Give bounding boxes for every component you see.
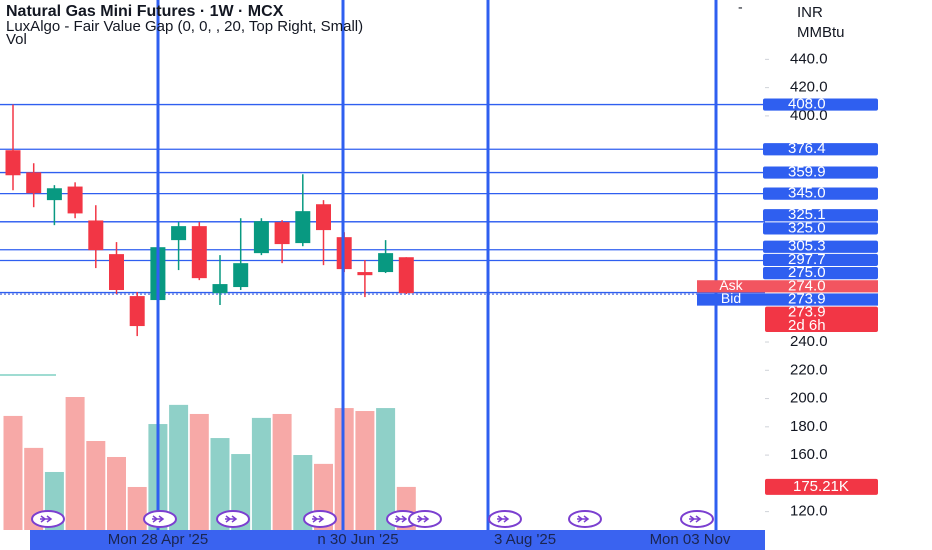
candle-body: [109, 254, 124, 291]
ask-label-box: [765, 280, 878, 293]
candle-body: [171, 226, 187, 241]
last-label-box: [765, 306, 878, 333]
arrow-glyph: [225, 515, 238, 523]
chart-title: Natural Gas Mini Futures · 1W · MCX: [6, 3, 284, 20]
x-tick-label: n 30 Jun '25: [317, 531, 398, 548]
candle-body: [129, 296, 145, 327]
level-label: 359.9: [788, 164, 826, 181]
last-countdown: 2d 6h: [788, 317, 826, 334]
level-label: 345.0: [788, 185, 826, 202]
candle-body: [191, 226, 207, 279]
arrow-glyph: [312, 515, 325, 523]
volume-title: Vol: [6, 31, 27, 48]
volume-bar: [376, 408, 396, 530]
level-label: 325.1: [788, 206, 826, 223]
candle-body: [233, 263, 249, 288]
candle-body: [46, 188, 62, 201]
level-label-box: [763, 222, 878, 235]
arrow-glyph: [689, 515, 702, 523]
x-tick-label: Mon 28 Apr '25: [108, 531, 208, 548]
ask-label: 274.0: [788, 277, 826, 294]
y-tick-label: 220.0: [790, 361, 828, 378]
candle-body: [5, 150, 21, 176]
y-tick-label: 120.0: [790, 503, 828, 520]
x-tick-label: Mon 03 Nov: [650, 531, 731, 548]
level-label-box: [763, 209, 878, 222]
level-label-box: [763, 267, 878, 280]
volume-bar: [355, 411, 375, 530]
candle-body: [274, 222, 290, 245]
minimize[interactable]: -: [738, 0, 743, 15]
level-label: 408.0: [788, 96, 826, 113]
level-label-box: [763, 166, 878, 179]
candle-body: [316, 204, 331, 231]
y-tick-label: 240.0: [790, 333, 828, 350]
level-label: 376.4: [788, 140, 826, 157]
volume-bar: [210, 438, 230, 530]
y-tick-label: 420.0: [790, 79, 828, 96]
volume-bar: [272, 413, 292, 530]
ask-name-box: [697, 280, 765, 293]
volume-label-box: [765, 478, 878, 495]
volume-bar: [24, 447, 44, 530]
arrow-glyph: [577, 515, 590, 523]
level-label-box: [763, 143, 878, 156]
level-label-box: [763, 187, 878, 200]
level-label: 305.3: [788, 238, 826, 255]
volume-bar: [189, 413, 209, 530]
ask-name: Ask: [719, 277, 743, 293]
x-tick-label: 3 Aug '25: [494, 531, 556, 548]
volume-label: 175.21K: [793, 478, 849, 495]
level-label: 297.7: [788, 251, 826, 268]
volume-bar: [65, 397, 85, 530]
y-tick-label: 160.0: [790, 446, 828, 463]
volume-bar: [293, 455, 313, 530]
bid-name: Bid: [721, 290, 741, 306]
indicator-label: LuxAlgo - Fair Value Gap (0, 0, , 20, To…: [6, 18, 363, 35]
y-tick-label: 440.0: [790, 50, 828, 67]
level-label-box: [763, 253, 878, 267]
y-tick-label: 200.0: [790, 390, 828, 407]
volume-bar: [3, 415, 23, 530]
level-label-box: [763, 98, 878, 111]
y-tick-label: 180.0: [790, 418, 828, 435]
arrow-glyph: [417, 515, 430, 523]
arrow-glyph: [152, 515, 165, 523]
level-label: 275.0: [788, 264, 826, 281]
bid-name-box: [697, 293, 765, 306]
volume-bar: [127, 486, 147, 530]
y-tick-label: 400.0: [790, 107, 828, 124]
unit: MMBtu: [797, 24, 845, 41]
volume-bar: [251, 417, 271, 530]
candle-body: [253, 221, 269, 254]
level-label: 325.0: [788, 219, 826, 236]
candle-body: [88, 220, 104, 251]
bid-label: 273.9: [788, 290, 826, 307]
candle-body: [295, 211, 311, 244]
arrow-glyph: [497, 515, 510, 523]
volume-bar: [169, 404, 189, 530]
x-axis-highlight: [30, 530, 765, 550]
last-label: 273.9: [788, 304, 826, 321]
arrow-glyph: [40, 515, 53, 523]
candle-body: [398, 257, 414, 294]
arrow-glyph: [395, 515, 408, 523]
candle-body: [212, 284, 228, 294]
candle-body: [26, 172, 42, 194]
bid-label-box: [765, 293, 878, 306]
candle-body: [67, 186, 83, 214]
volume-bar: [107, 456, 126, 530]
candle-body: [378, 253, 394, 273]
level-label-box: [763, 240, 878, 253]
currency: INR: [797, 4, 823, 21]
candle-body: [357, 272, 373, 276]
volume-bar: [86, 441, 106, 530]
